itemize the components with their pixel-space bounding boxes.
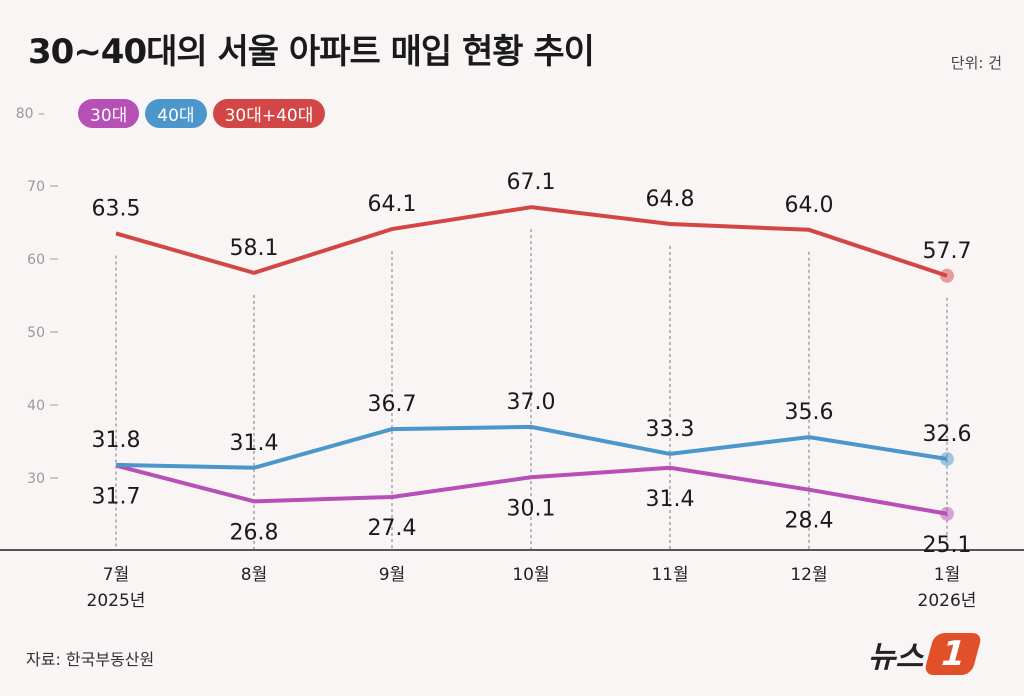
- data-label: 57.7: [923, 239, 972, 264]
- end-marker: [940, 268, 954, 283]
- data-label: 31.7: [92, 485, 141, 510]
- data-label: 31.4: [230, 431, 279, 456]
- data-label: 37.0: [507, 390, 556, 415]
- x-tick-label: 1월: [934, 565, 960, 585]
- legend: 30대 40대 30대+40대: [78, 99, 326, 128]
- data-label: 26.8: [230, 520, 279, 545]
- series-line: [115, 205, 948, 278]
- x-tick-label: 2025년: [87, 591, 146, 611]
- data-label: 36.7: [368, 392, 417, 417]
- x-tick-label: 9월: [379, 565, 405, 585]
- y-tick-label: 80 –: [16, 106, 45, 122]
- y-tick-label: 40: [27, 398, 45, 414]
- data-label: 64.1: [368, 192, 417, 217]
- y-tick-label: 30: [27, 471, 45, 487]
- legend-30s: 30대: [78, 99, 140, 128]
- data-label: 30.1: [507, 496, 556, 521]
- chart-title: 30~40대의 서울 아파트 매입 현황 추이: [28, 32, 595, 72]
- legend-40s: 40대: [145, 99, 207, 128]
- x-tick-label: 11월: [651, 565, 688, 585]
- y-tick-label: 60: [27, 252, 45, 268]
- news1-logo: 뉴스 1: [868, 632, 983, 676]
- x-tick-label: 7월: [103, 565, 129, 585]
- data-label: 32.6: [923, 422, 972, 447]
- x-tick-label: 2026년: [918, 591, 977, 611]
- x-tick-label: 10월: [512, 565, 549, 585]
- end-marker: [940, 506, 954, 521]
- data-label: 25.1: [923, 533, 972, 558]
- data-label: 35.6: [785, 400, 834, 425]
- y-tick-label: 70: [27, 179, 45, 195]
- unit-label: 단위: 건: [950, 54, 1002, 72]
- data-label: 33.3: [646, 417, 695, 442]
- data-label: 31.8: [92, 428, 141, 453]
- x-tick-label: 8월: [241, 565, 267, 585]
- data-label: 64.0: [785, 193, 834, 218]
- data-label: 64.8: [646, 187, 695, 212]
- data-label: 58.1: [230, 236, 279, 261]
- legend-total: 30대+40대: [212, 99, 326, 128]
- data-label: 28.4: [785, 509, 834, 534]
- data-label: 63.5: [92, 196, 141, 221]
- y-tick-label: 50: [27, 325, 45, 341]
- data-label: 27.4: [368, 516, 417, 541]
- series-line: [115, 463, 948, 516]
- data-label: 31.4: [646, 487, 695, 512]
- end-marker: [940, 452, 954, 467]
- source-note: 자료: 한국부동산원: [26, 650, 155, 669]
- x-tick-label: 12월: [790, 565, 827, 585]
- data-label: 67.1: [507, 170, 556, 195]
- series-line: [115, 424, 948, 470]
